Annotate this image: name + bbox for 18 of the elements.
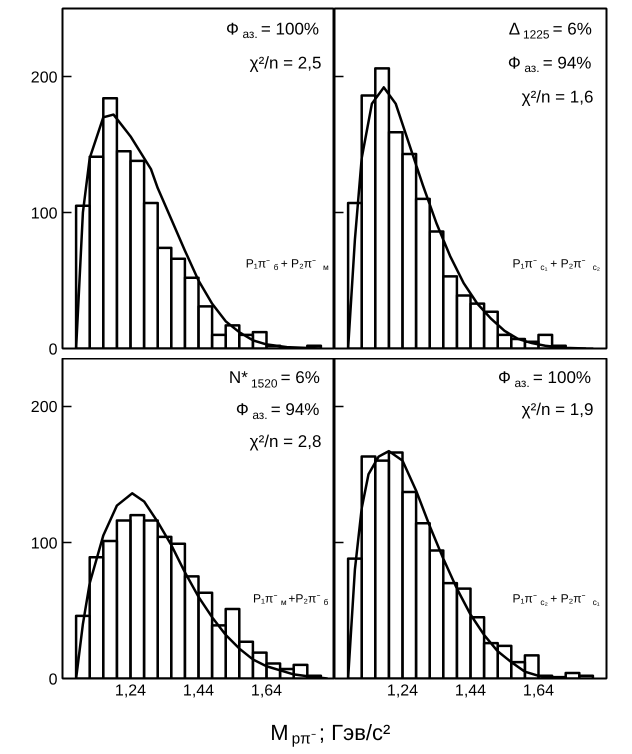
annotation: P₁π⁻c₂ + P₂π⁻c₁	[512, 592, 600, 608]
x-tick-label: 1,44	[182, 682, 214, 700]
x-tick-label: 1,64	[250, 682, 282, 700]
annotation: χ²/n = 1,6	[522, 87, 594, 106]
x-tick-label: 1,64	[522, 682, 554, 700]
x-tick-label: 1,24	[114, 682, 146, 700]
annotation: P₁π⁻c₁ + P₂π⁻c₂	[512, 256, 600, 272]
annotation: χ²/n = 2,8	[250, 432, 322, 452]
annotation: χ²/n = 1,9	[522, 400, 594, 420]
y-tick-label: 0	[48, 342, 58, 358]
x-tick-label: 1,44	[454, 682, 486, 700]
annotation: χ²/n = 2,5	[250, 53, 322, 72]
y-tick-label: 100	[30, 535, 58, 552]
x-tick-label: 1,24	[386, 682, 418, 700]
y-tick-label: 100	[30, 206, 58, 222]
y-tick-label: 200	[30, 70, 58, 86]
y-tick-label: 0	[48, 672, 58, 688]
y-tick-label: 200	[30, 399, 58, 416]
